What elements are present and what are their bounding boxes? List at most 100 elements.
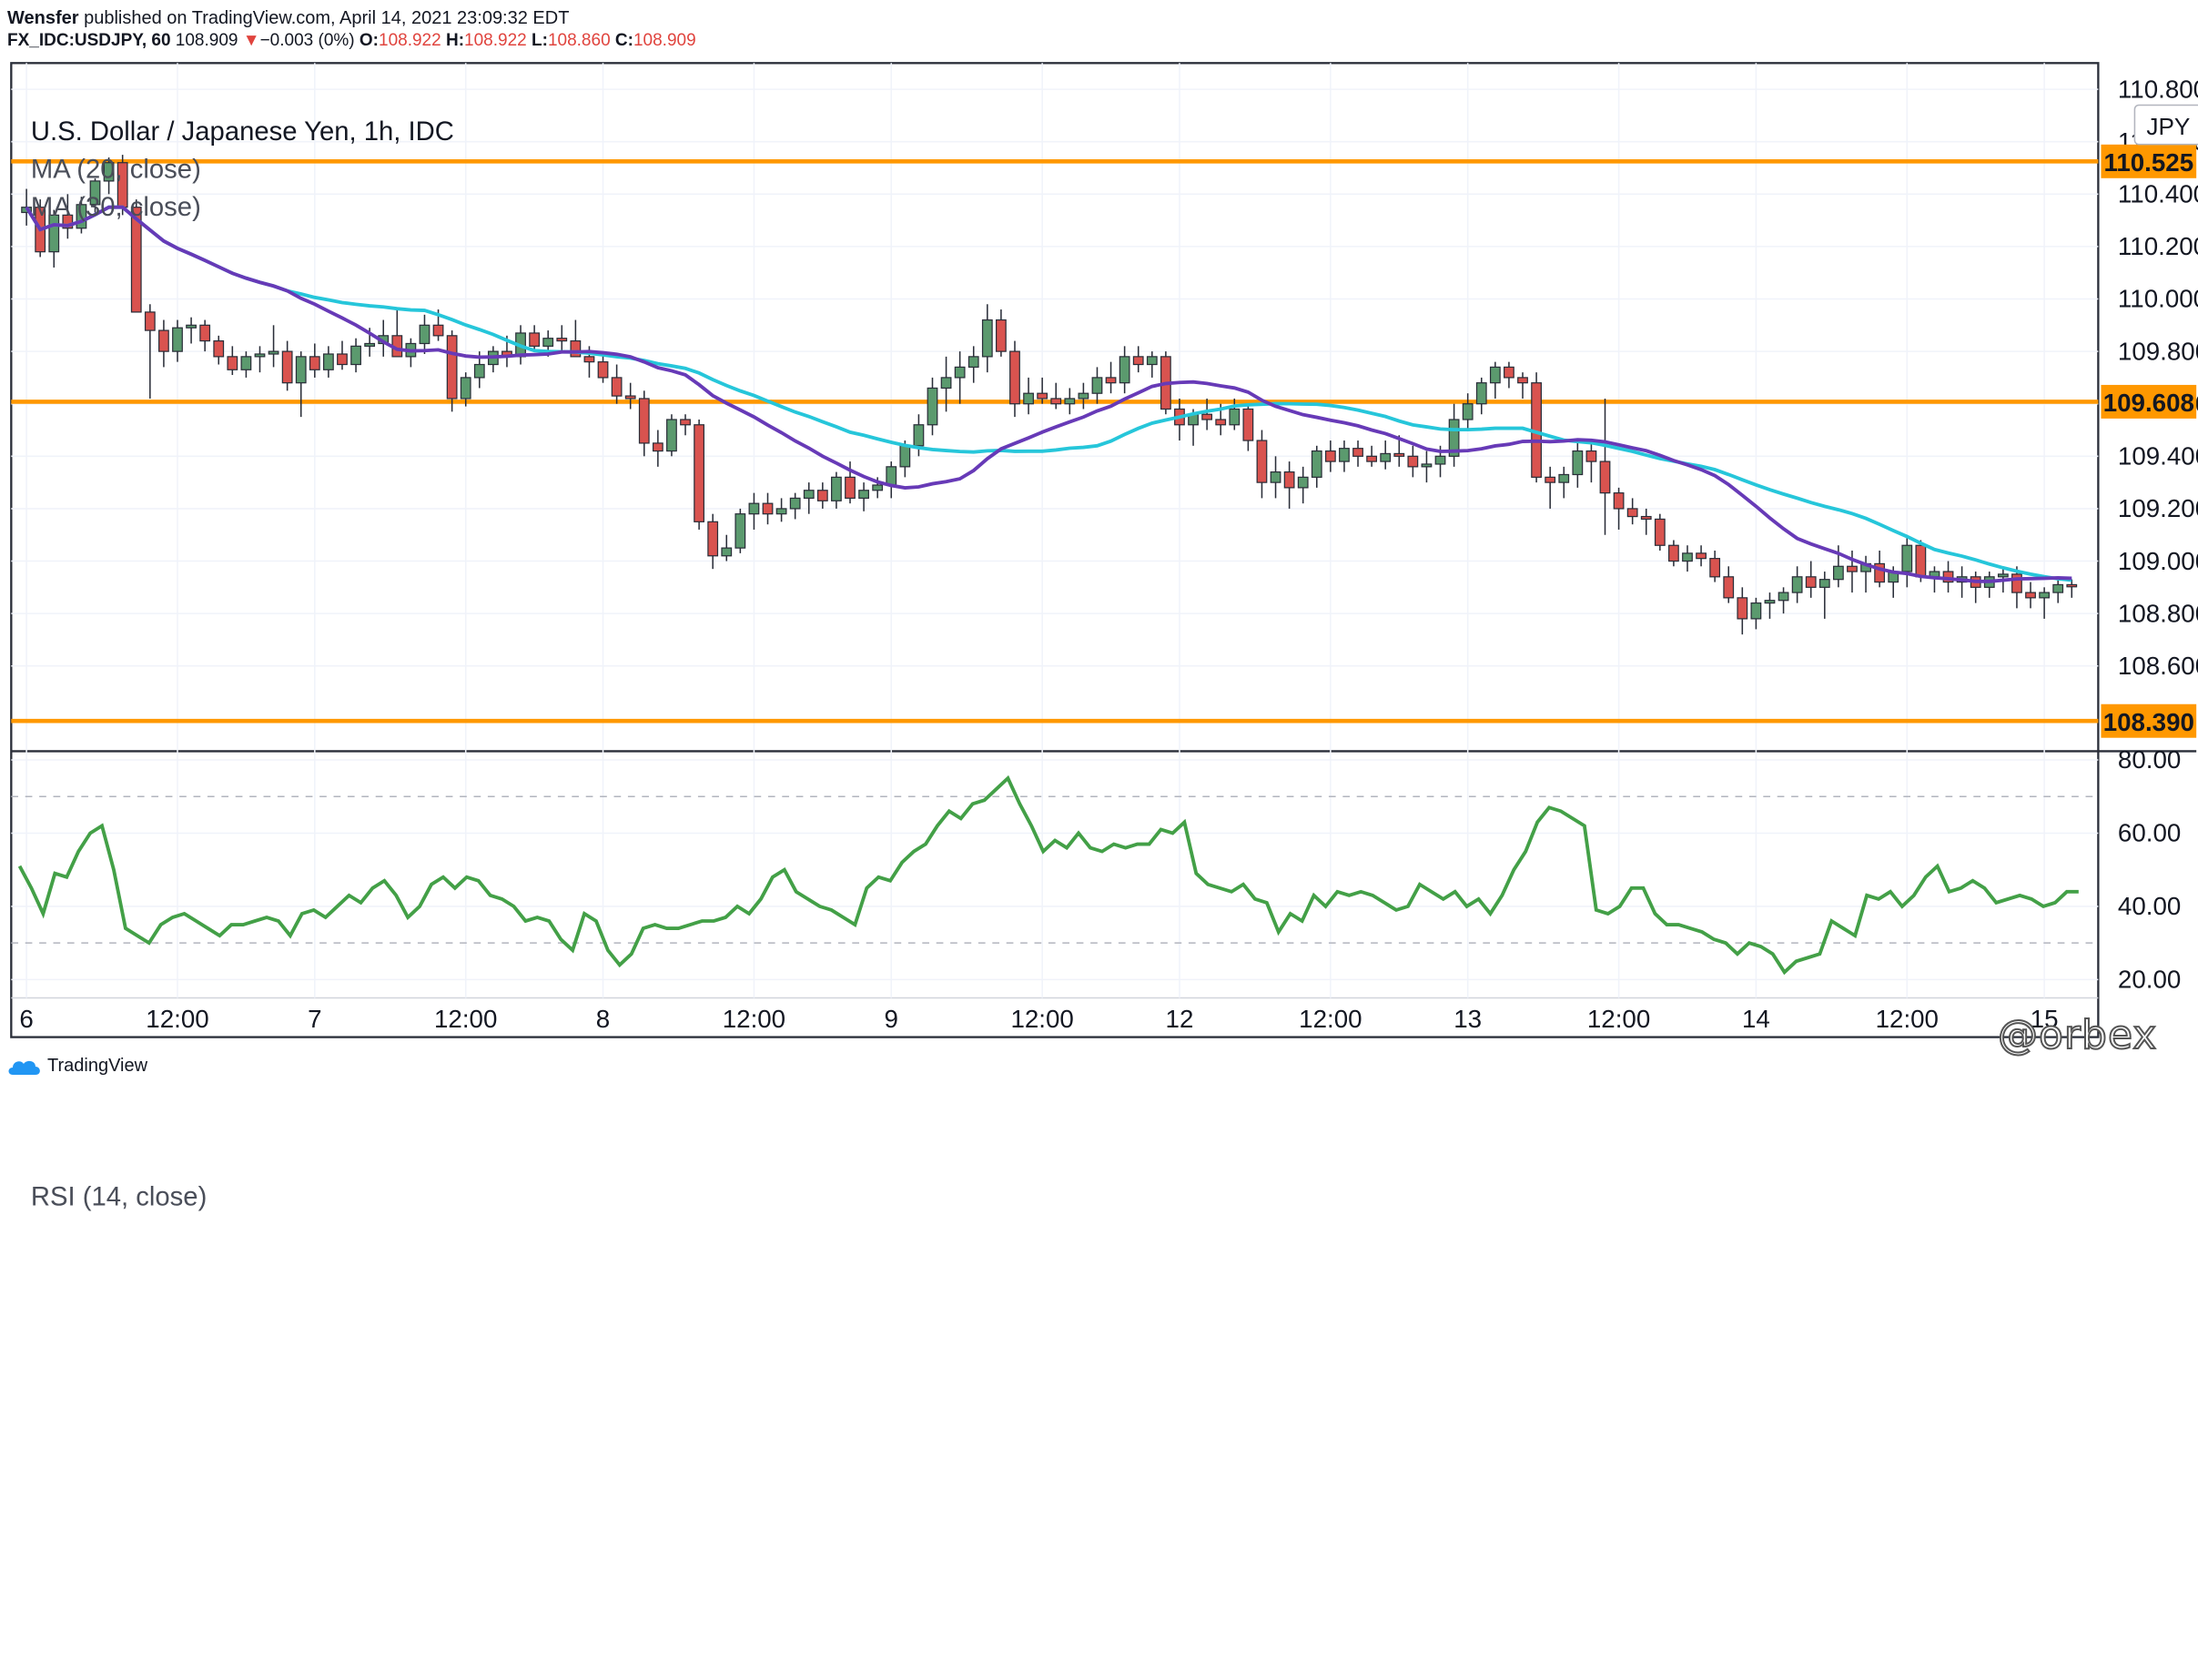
- candle-up: [1270, 471, 1281, 483]
- candle-down: [2025, 592, 2036, 599]
- author-name[interactable]: Wensfer: [7, 8, 79, 28]
- time-tick-label: 12:00: [1010, 1005, 1073, 1033]
- rsi-legend: RSI (14, close): [31, 1182, 207, 1211]
- ma30-line: [25, 205, 2072, 582]
- candle-up: [1558, 473, 1570, 483]
- price-tick-label: 109.800: [2118, 337, 2198, 365]
- rsi-tick-label: 60.00: [2118, 819, 2181, 847]
- candle-down: [130, 207, 142, 313]
- candle-up: [2052, 583, 2064, 593]
- candle-up: [460, 377, 471, 400]
- candle-down: [309, 356, 320, 370]
- tradingview-logo-text: TradingView: [47, 1056, 148, 1076]
- candle-up: [1229, 408, 1241, 426]
- chart-title: U.S. Dollar / Japanese Yen, 1h, IDC: [31, 117, 454, 147]
- candle-down: [1654, 518, 1666, 546]
- candle-up: [1078, 392, 1089, 400]
- candle-down: [694, 424, 705, 522]
- time-tick-label: 12:00: [1299, 1005, 1362, 1033]
- candle-up: [2039, 592, 2051, 599]
- candle-up: [775, 508, 787, 515]
- candle-up: [666, 419, 677, 452]
- candle-up: [186, 324, 197, 329]
- level-price-label: 110.525: [2103, 148, 2193, 177]
- candle-down: [1009, 350, 1020, 405]
- candle-down: [1613, 492, 1625, 510]
- candle-up: [1311, 450, 1322, 478]
- candle-up: [954, 366, 966, 379]
- candle-down: [227, 356, 238, 370]
- rsi-line: [17, 774, 2079, 976]
- candle-up: [254, 353, 266, 358]
- candle-down: [1256, 440, 1268, 483]
- price-tick-label: 110.400: [2118, 180, 2198, 208]
- candle-down: [1915, 544, 1927, 578]
- candle-up: [1119, 356, 1130, 384]
- time-tick-label: 12:00: [1876, 1005, 1939, 1033]
- tradingview-logo[interactable]: TradingView: [7, 1056, 147, 1077]
- candle-up: [1339, 448, 1350, 462]
- level-price-label: 109.608: [2103, 389, 2194, 417]
- candle-down: [1037, 392, 1048, 400]
- time-tick-label: 14: [1742, 1005, 1770, 1033]
- candle-up: [172, 327, 183, 352]
- candle-down: [816, 490, 828, 501]
- candle-up: [295, 356, 307, 384]
- candle-up: [913, 424, 925, 447]
- candle-up: [419, 324, 430, 345]
- candle-up: [542, 338, 554, 347]
- candle-up: [103, 162, 115, 182]
- candle-up: [858, 490, 869, 500]
- candle-down: [446, 335, 458, 400]
- publish-header: Wensfer published on TradingView.com, Ap…: [7, 5, 569, 31]
- candle-down: [529, 332, 541, 347]
- candle-down: [62, 214, 74, 229]
- candle-down: [1393, 452, 1405, 457]
- time-tick-label: 12:00: [434, 1005, 497, 1033]
- price-change: −0.003 (0%): [259, 31, 355, 50]
- close-label: C:: [614, 31, 633, 50]
- candle-up: [1572, 450, 1584, 476]
- candle-up: [872, 484, 884, 491]
- high-value: 108.922: [464, 31, 527, 50]
- candle-down: [1640, 515, 1652, 521]
- currency-label: JPY: [2146, 113, 2190, 140]
- candle-up: [734, 513, 746, 549]
- candle-up: [1764, 600, 1776, 604]
- candle-up: [927, 387, 938, 426]
- change-arrow: ▼: [242, 31, 260, 50]
- time-tick-label: 6: [19, 1005, 33, 1033]
- candle-up: [1778, 592, 1789, 602]
- candle-down: [583, 356, 595, 363]
- candle-up: [323, 353, 334, 370]
- last-price: 108.909: [175, 31, 238, 50]
- candle-down: [996, 319, 1007, 352]
- time-tick-label: 15: [2031, 1005, 2059, 1033]
- rsi-tick-label: 20.00: [2118, 966, 2181, 994]
- candle-down: [1545, 476, 1556, 483]
- candle-up: [1462, 403, 1474, 420]
- candle-up: [803, 490, 815, 500]
- candle-up: [1901, 544, 1913, 572]
- candle-up: [1997, 573, 2009, 578]
- candle-up: [748, 502, 760, 515]
- symbol-label[interactable]: FX_IDC:USDJPY, 60: [7, 31, 171, 50]
- candle-up: [1791, 576, 1803, 593]
- candle-down: [1283, 471, 1295, 489]
- candle-down: [624, 395, 636, 400]
- candle-down: [1874, 562, 1886, 583]
- level-price-tag: [2101, 384, 2197, 419]
- time-tick-label: 12:00: [146, 1005, 208, 1033]
- candle-down: [281, 350, 293, 384]
- candle-down: [1585, 450, 1597, 462]
- candle-up: [1421, 463, 1433, 468]
- candle-down: [638, 398, 650, 444]
- candle-down: [2011, 573, 2022, 593]
- candle-down: [158, 329, 169, 352]
- candle-down: [1847, 565, 1858, 572]
- open-value: 108.922: [379, 31, 441, 50]
- candle-up: [1064, 398, 1076, 405]
- candle-down: [1668, 544, 1679, 562]
- candle-up: [1297, 476, 1309, 489]
